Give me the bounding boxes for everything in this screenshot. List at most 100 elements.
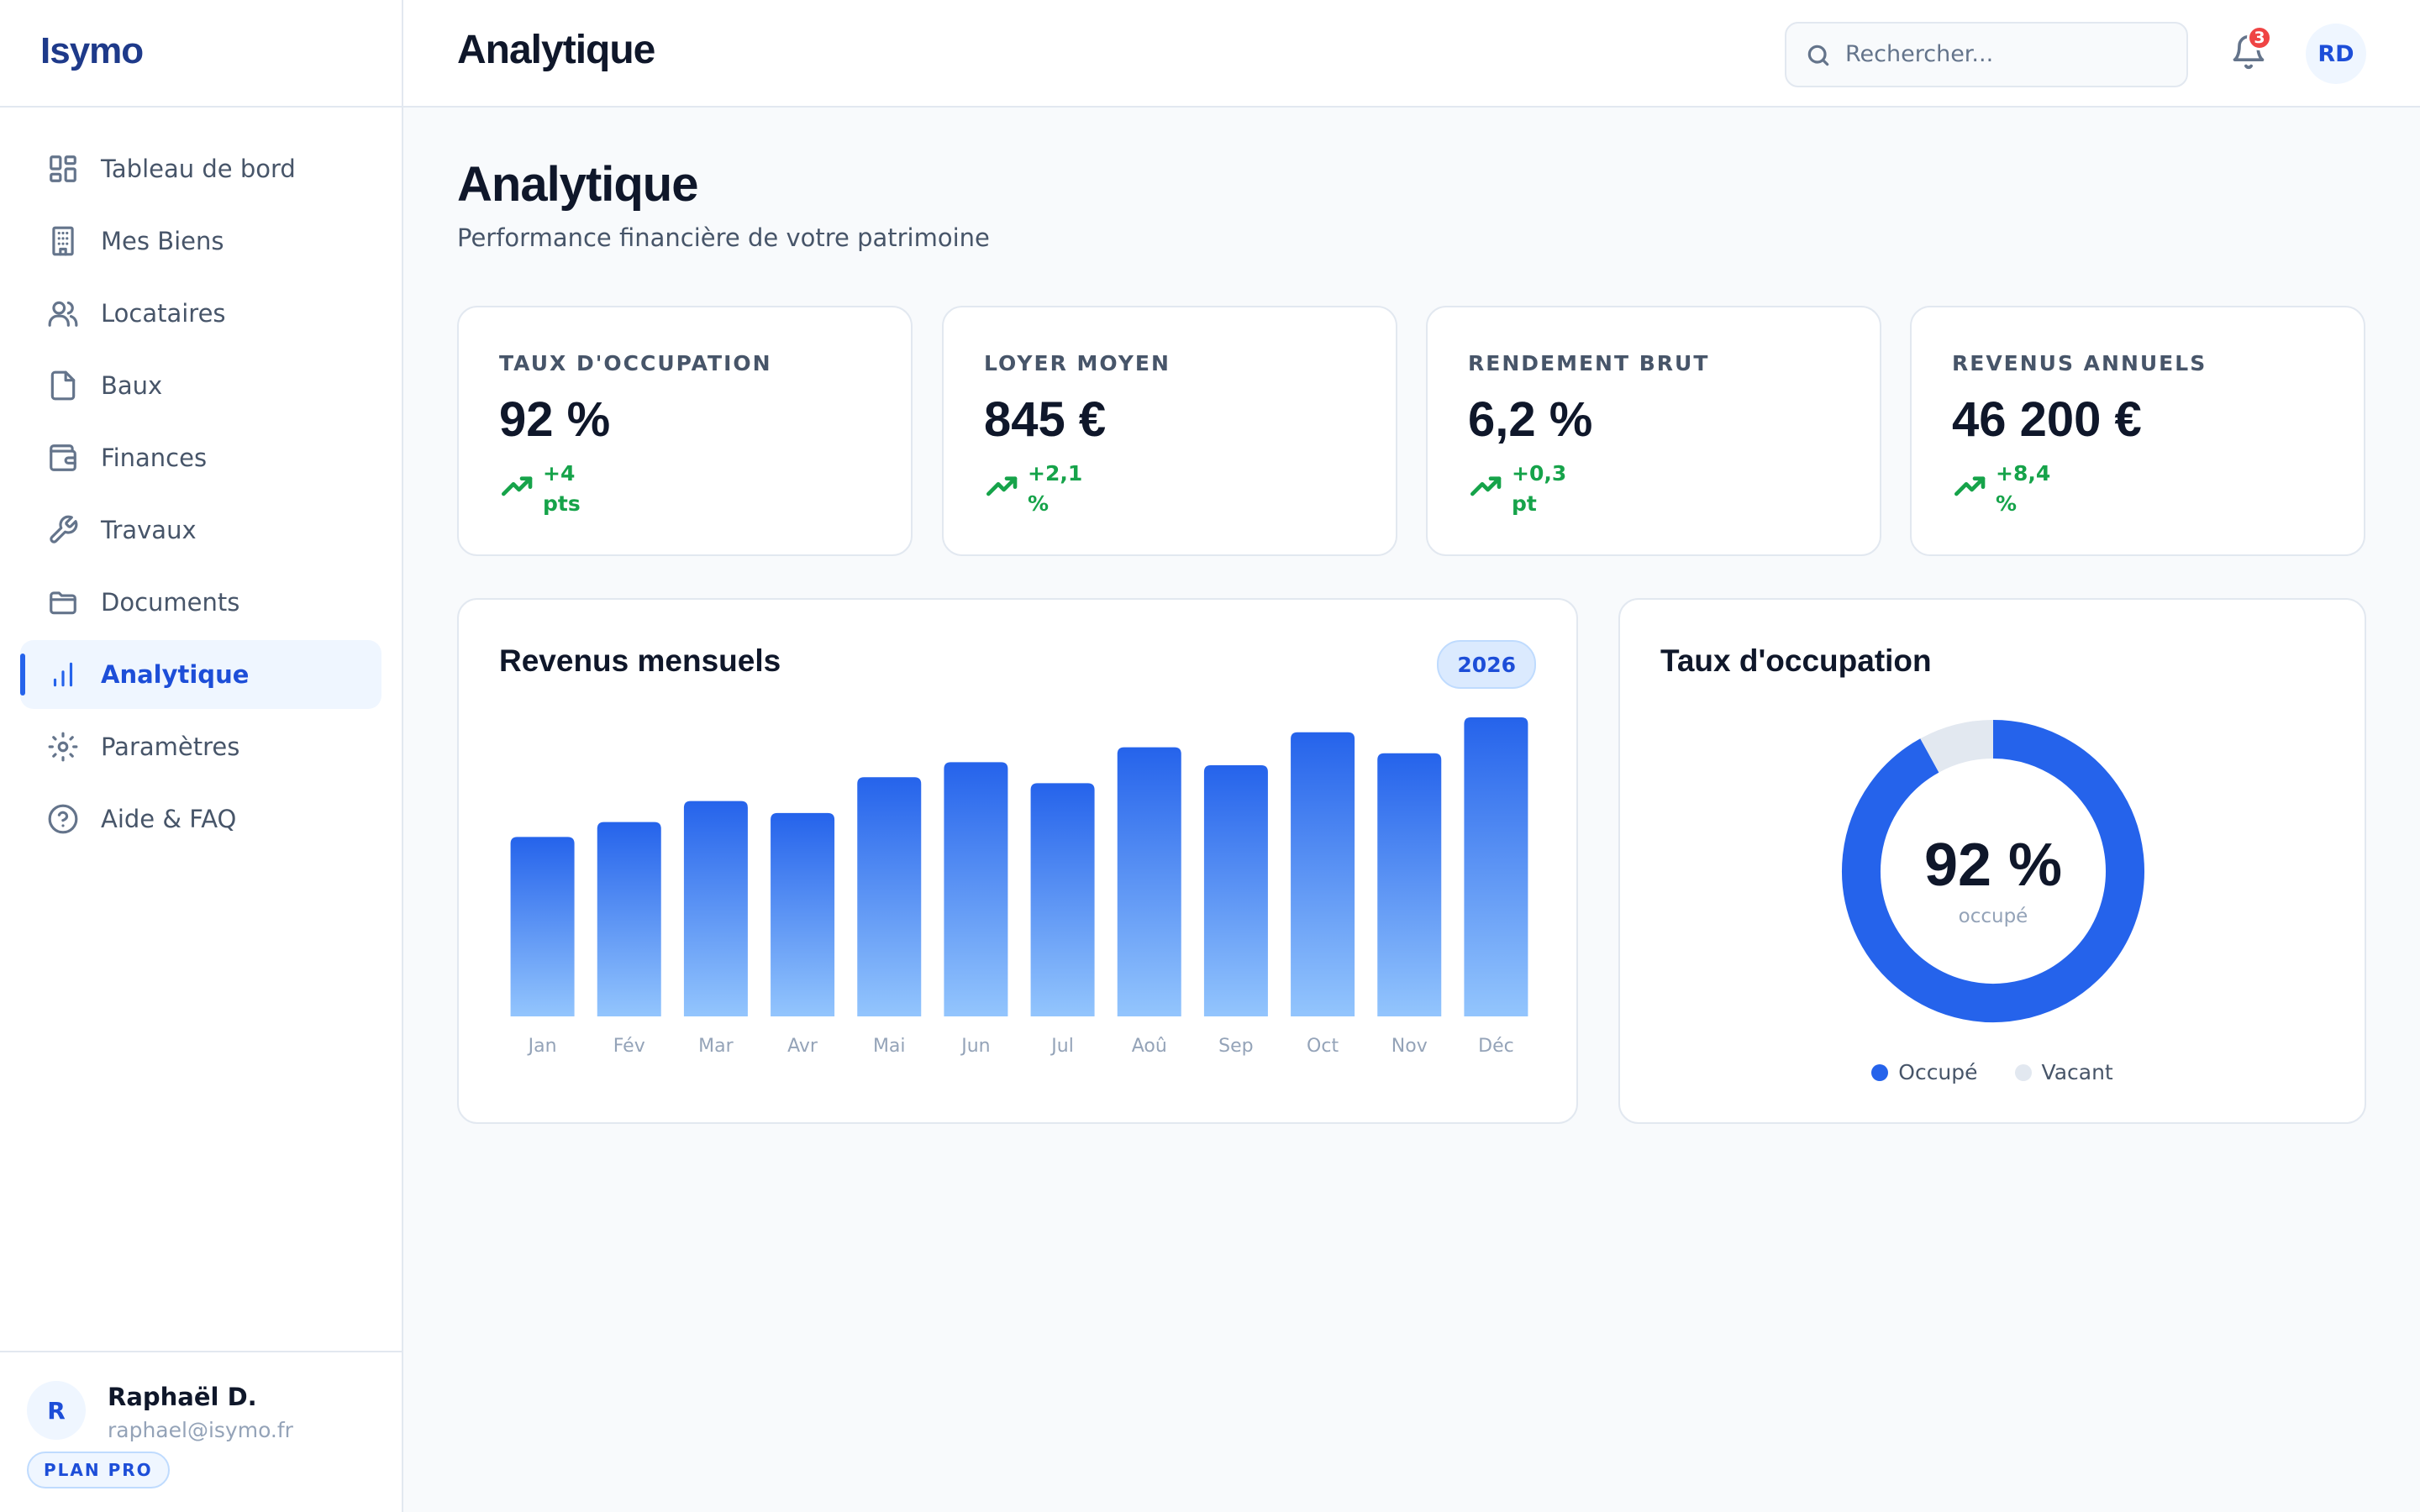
sidebar-item-label: Locataires xyxy=(101,299,226,328)
kpi-value: 6,2 % xyxy=(1468,392,1593,447)
bar-Jan[interactable] xyxy=(510,837,575,1016)
wrench-icon xyxy=(47,514,79,546)
plan-badge: PLAN PRO xyxy=(27,1452,170,1488)
user-profile[interactable]: R Raphaël D. raphael@isymo.fr PLAN PRO xyxy=(0,1351,402,1512)
x-tick-label: Nov xyxy=(1392,1036,1428,1057)
sidebar-item-label: Baux xyxy=(101,371,163,400)
sidebar-item-label: Mes Biens xyxy=(101,227,224,255)
legend-label: Vacant xyxy=(2041,1060,2113,1084)
x-tick-label: Sep xyxy=(1218,1036,1253,1057)
bar-Jul[interactable] xyxy=(1030,783,1095,1016)
trending-up-icon xyxy=(1468,469,1505,502)
search-box[interactable] xyxy=(1785,22,2188,87)
x-tick-label: Jan xyxy=(527,1036,557,1057)
bar-chart-icon xyxy=(47,659,79,690)
users-icon xyxy=(47,297,79,329)
sidebar-item-label: Documents xyxy=(101,588,240,617)
sidebar-item-properties[interactable]: Mes Biens xyxy=(20,207,381,276)
sidebar: Isymo Tableau de bord Mes Biens Locatair… xyxy=(0,0,403,1512)
kpi-label: REVENUS ANNUELS xyxy=(1952,351,2207,375)
kpi-card-gross-yield: RENDEMENT BRUT 6,2 % +0,3 pt xyxy=(1426,306,1881,556)
revenue-chart-card: Revenus mensuels 2026 Jan Fév Mar Avr Mai Jun… xyxy=(457,598,1578,1124)
kpi-card-annual-revenue: REVENUS ANNUELS 46 200 € +8,4 % xyxy=(1910,306,2365,556)
card-title: Revenus mensuels xyxy=(499,643,781,678)
kpi-value: 92 % xyxy=(499,392,611,447)
revenue-bar-chart: Jan Fév Mar Avr Mai Jun Jul Aoû Sep Oct Nov Déc xyxy=(510,717,1528,1057)
building-icon xyxy=(47,225,79,257)
x-tick-label: Déc xyxy=(1478,1036,1514,1057)
bar-Déc[interactable] xyxy=(1464,717,1528,1016)
occupancy-chart-card: Taux d'occupation 92 % occupé Occupé Vac… xyxy=(1618,598,2366,1124)
legend-label: Occupé xyxy=(1898,1060,1978,1084)
bar-Mar[interactable] xyxy=(683,801,748,1016)
page-subtitle: Performance financière de votre patrimoi… xyxy=(457,223,990,252)
bar-Sep[interactable] xyxy=(1203,764,1268,1016)
bar-Oct[interactable] xyxy=(1291,732,1355,1016)
bar-Mai[interactable] xyxy=(857,777,922,1016)
x-tick-label: Jun xyxy=(960,1036,990,1057)
sidebar-item-dashboard[interactable]: Tableau de bord xyxy=(20,134,381,203)
kpi-delta: +8,4 % xyxy=(1996,461,2051,516)
search-input[interactable] xyxy=(1844,24,2175,84)
sidebar-item-works[interactable]: Travaux xyxy=(20,496,381,564)
sidebar-item-label: Paramètres xyxy=(101,732,240,761)
trending-up-icon xyxy=(984,469,1021,502)
sidebar-item-label: Finances xyxy=(101,444,208,472)
kpi-card-average-rent: LOYER MOYEN 845 € +2,1 % xyxy=(942,306,1397,556)
kpi-delta: +2,1 % xyxy=(1028,461,1083,516)
legend-dot xyxy=(1871,1063,1889,1081)
x-tick-label: Avr xyxy=(787,1036,818,1057)
bar-Fév[interactable] xyxy=(597,822,661,1016)
trending-up-icon xyxy=(499,469,536,502)
help-icon xyxy=(47,803,79,835)
kpi-value: 46 200 € xyxy=(1952,392,2142,447)
notification-badge: 3 xyxy=(2247,25,2272,50)
search-icon xyxy=(1807,45,1829,66)
sidebar-item-settings[interactable]: Paramètres xyxy=(20,712,381,781)
x-tick-label: Fév xyxy=(613,1036,645,1057)
sidebar-item-analytics[interactable]: Analytique xyxy=(20,640,381,709)
bar-Avr[interactable] xyxy=(771,812,835,1016)
x-tick-label: Mar xyxy=(698,1036,734,1057)
occupancy-donut-chart: 92 % occupé xyxy=(1842,720,2144,1022)
bar-Aoû[interactable] xyxy=(1117,747,1181,1016)
sidebar-item-leases[interactable]: Baux xyxy=(20,351,381,420)
sidebar-item-help[interactable]: Aide & FAQ xyxy=(20,785,381,853)
donut-slice-Vacant[interactable] xyxy=(1920,720,1994,773)
sidebar-item-finances[interactable]: Finances xyxy=(20,423,381,492)
sidebar-item-documents[interactable]: Documents xyxy=(20,568,381,637)
x-tick-label: Mai xyxy=(873,1036,906,1057)
bar-Jun[interactable] xyxy=(944,762,1008,1016)
avatar[interactable]: RD xyxy=(2306,24,2366,84)
kpi-label: LOYER MOYEN xyxy=(984,351,1171,375)
logo-bar: Isymo xyxy=(0,0,402,108)
sidebar-item-label: Travaux xyxy=(101,516,197,544)
sidebar-item-label: Analytique xyxy=(101,660,250,689)
sidebar-item-tenants[interactable]: Locataires xyxy=(20,279,381,348)
chart-legend: Occupé Vacant xyxy=(1620,1060,2365,1084)
legend-item-occupied: Occupé xyxy=(1871,1060,1978,1084)
donut-center-value: 92 % xyxy=(1924,832,2062,899)
x-tick-label: Jul xyxy=(1050,1036,1074,1057)
dashboard-icon xyxy=(47,153,79,185)
kpi-value: 845 € xyxy=(984,392,1107,447)
donut-slice-Occupé[interactable] xyxy=(1842,720,2144,1022)
kpi-label: TAUX D'OCCUPATION xyxy=(499,351,772,375)
kpi-label: RENDEMENT BRUT xyxy=(1468,351,1710,375)
sidebar-item-label: Aide & FAQ xyxy=(101,805,237,833)
year-selector[interactable]: 2026 xyxy=(1437,640,1536,689)
bar-Nov[interactable] xyxy=(1377,753,1442,1016)
legend-item-vacant: Vacant xyxy=(2014,1060,2113,1084)
user-email: raphael@isymo.fr xyxy=(108,1418,293,1442)
trending-up-icon xyxy=(1952,469,1989,502)
card-title: Taux d'occupation xyxy=(1660,643,1932,678)
donut-center-label: occupé xyxy=(1959,906,2028,927)
kpi-card-occupancy: TAUX D'OCCUPATION 92 % +4 pts xyxy=(457,306,913,556)
gear-icon xyxy=(47,731,79,763)
kpi-delta: +4 pts xyxy=(543,461,581,516)
x-tick-label: Aoû xyxy=(1132,1036,1167,1057)
app-logo[interactable]: Isymo xyxy=(40,30,144,71)
user-name: Raphaël D. xyxy=(108,1383,257,1411)
file-icon xyxy=(47,370,79,402)
page-title: Analytique xyxy=(457,157,698,212)
